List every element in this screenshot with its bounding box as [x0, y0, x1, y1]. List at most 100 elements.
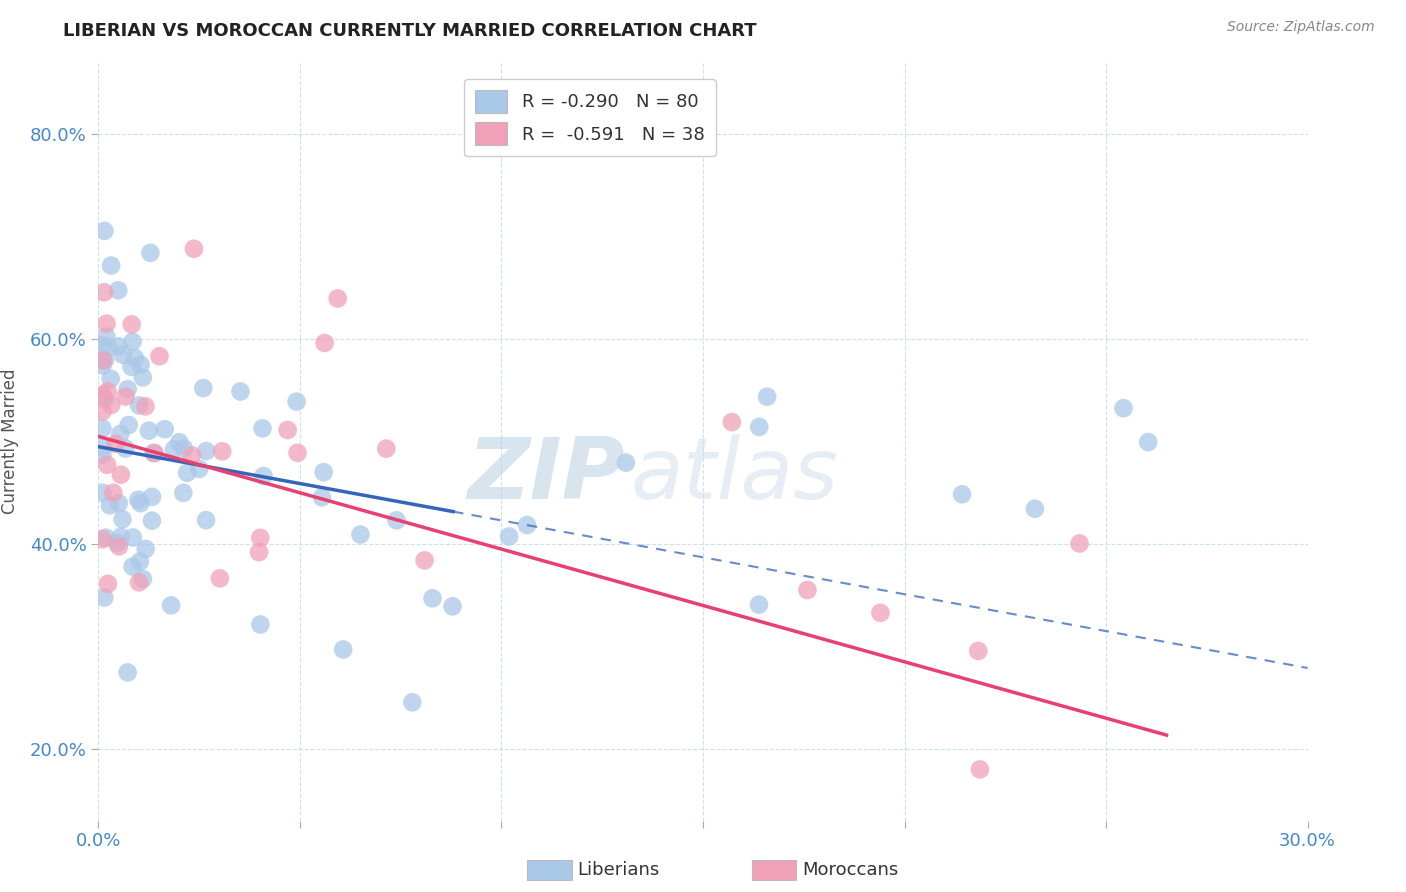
Point — [91, 388, 114, 402]
Point — [105, 536, 128, 550]
Point — [127, 492, 149, 507]
Point — [247, 545, 270, 559]
Point — [114, 390, 136, 404]
Text: Source: ZipAtlas.com: Source: ZipAtlas.com — [1227, 20, 1375, 34]
Point — [498, 529, 520, 543]
Point — [93, 285, 115, 300]
Point — [385, 513, 408, 527]
Point — [375, 442, 398, 456]
Point — [121, 559, 143, 574]
Point — [172, 486, 194, 500]
Point — [104, 436, 127, 450]
Point — [139, 245, 162, 260]
Point — [121, 318, 143, 332]
Point — [94, 531, 117, 545]
Point — [188, 462, 211, 476]
Point — [326, 292, 349, 306]
Text: atlas: atlas — [630, 434, 838, 517]
Point — [176, 466, 198, 480]
Point — [950, 487, 973, 501]
Text: ZIP: ZIP — [467, 434, 624, 517]
Point — [132, 572, 155, 586]
Point — [401, 695, 423, 709]
Y-axis label: Currently Married: Currently Married — [0, 368, 18, 515]
Point — [332, 642, 354, 657]
Point — [143, 446, 166, 460]
Point — [91, 485, 114, 500]
Point — [91, 338, 114, 352]
Point — [349, 527, 371, 541]
Point — [111, 512, 134, 526]
Point — [107, 283, 129, 297]
Point — [1137, 435, 1160, 450]
Point — [128, 555, 150, 569]
Point — [100, 372, 122, 386]
Point — [173, 442, 195, 456]
Point — [311, 490, 333, 504]
Point — [211, 444, 233, 458]
Point — [1024, 501, 1046, 516]
Point — [208, 571, 231, 585]
Point — [103, 485, 125, 500]
Point — [100, 398, 122, 412]
Point — [142, 446, 165, 460]
Point — [148, 349, 170, 363]
Point — [91, 421, 114, 435]
Text: LIBERIAN VS MOROCCAN CURRENTLY MARRIED CORRELATION CHART: LIBERIAN VS MOROCCAN CURRENTLY MARRIED C… — [63, 22, 756, 40]
Point — [110, 530, 132, 544]
Point — [97, 577, 120, 591]
Point — [141, 514, 163, 528]
Point — [96, 317, 118, 331]
Point — [163, 442, 186, 457]
Point — [91, 448, 114, 462]
Point — [96, 329, 118, 343]
Point — [183, 242, 205, 256]
Point — [132, 370, 155, 384]
Point — [93, 392, 115, 406]
Point — [110, 467, 132, 482]
Point — [193, 381, 215, 395]
Point — [141, 490, 163, 504]
Point — [107, 496, 129, 510]
Point — [869, 606, 891, 620]
Point — [229, 384, 252, 399]
Point — [124, 351, 146, 365]
Point — [91, 353, 114, 368]
Point — [98, 499, 121, 513]
Point — [748, 598, 770, 612]
Point — [91, 404, 114, 418]
Point — [249, 617, 271, 632]
Point — [94, 353, 117, 368]
Point — [252, 421, 274, 435]
Text: Liberians: Liberians — [578, 861, 659, 879]
Point — [138, 424, 160, 438]
Point — [153, 422, 176, 436]
Point — [117, 382, 139, 396]
Point — [160, 599, 183, 613]
Point — [285, 394, 308, 409]
Point — [129, 496, 152, 510]
Point — [422, 591, 444, 606]
Point — [129, 358, 152, 372]
Point — [121, 334, 143, 349]
Point — [111, 348, 134, 362]
Point — [195, 513, 218, 527]
Point — [91, 359, 114, 373]
Point — [969, 763, 991, 777]
Point — [314, 335, 336, 350]
Point — [121, 359, 143, 374]
Point — [441, 599, 464, 614]
Point — [118, 417, 141, 432]
Point — [91, 440, 114, 454]
Point — [1069, 536, 1091, 550]
Point — [117, 665, 139, 680]
Point — [516, 518, 538, 533]
Point — [121, 531, 143, 545]
Point — [96, 458, 118, 472]
Point — [108, 539, 131, 553]
Point — [97, 341, 120, 355]
Point — [967, 644, 990, 658]
Point — [614, 456, 637, 470]
Point — [721, 415, 744, 429]
Point — [114, 442, 136, 456]
